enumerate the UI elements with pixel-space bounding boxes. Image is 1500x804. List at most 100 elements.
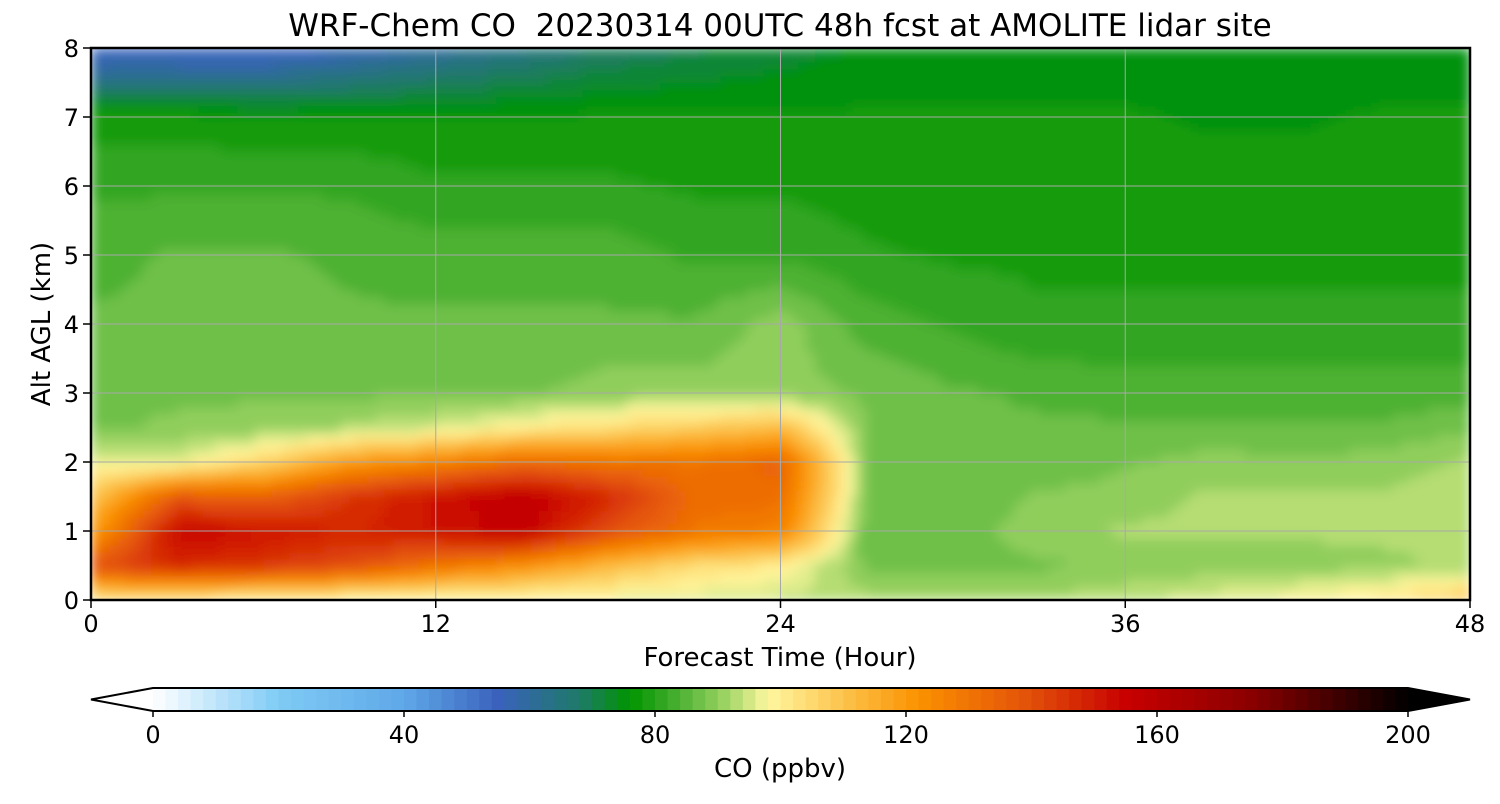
heatmap-cell (521, 531, 532, 539)
heatmap-cell (858, 482, 868, 491)
heatmap-cell (539, 593, 549, 600)
heatmap-cell (1366, 510, 1376, 518)
heatmap-cell (496, 489, 506, 498)
heatmap-cell (1340, 579, 1350, 587)
heatmap-cell (840, 482, 851, 491)
heatmap-cell (651, 406, 661, 415)
heatmap-cell (823, 572, 833, 580)
heatmap-cell (909, 558, 919, 567)
heatmap-cell (832, 482, 842, 491)
heatmap-cell (1340, 386, 1350, 394)
heatmap-cell (1056, 586, 1066, 594)
heatmap-cell (1340, 427, 1350, 435)
heatmap-cell (332, 496, 342, 504)
heatmap-cell (1004, 468, 1014, 477)
heatmap-cell (496, 517, 506, 525)
heatmap-cell (1392, 544, 1402, 553)
heatmap-cell (1073, 489, 1083, 498)
heatmap-cell (159, 393, 170, 401)
heatmap-cell (306, 434, 316, 442)
heatmap-cell (1297, 586, 1307, 594)
heatmap-cell (1271, 386, 1281, 394)
heatmap-cell (220, 434, 230, 442)
heatmap-cell (444, 427, 454, 435)
heatmap-cell (1133, 537, 1144, 546)
heatmap-cell (332, 455, 342, 463)
heatmap-cell (297, 544, 308, 553)
heatmap-cell (616, 413, 626, 422)
heatmap-cell (384, 455, 394, 463)
heatmap-cell (1047, 551, 1057, 560)
heatmap-cell (935, 489, 945, 498)
heatmap-cell (530, 593, 540, 600)
heatmap-cell (840, 586, 851, 594)
heatmap-cell (927, 579, 937, 587)
heatmap-cell (1444, 558, 1454, 567)
heatmap-cell (185, 537, 196, 546)
heatmap-cell (349, 475, 359, 484)
heatmap-cell (427, 558, 437, 567)
heatmap-cell (159, 565, 170, 573)
heatmap-cell (1030, 496, 1040, 504)
heatmap-cell (1185, 482, 1195, 491)
heatmap-cell (659, 489, 670, 498)
heatmap-cell (418, 544, 428, 553)
heatmap-cell (771, 565, 782, 573)
heatmap-cell (1228, 468, 1238, 477)
heatmap-cell (1297, 434, 1307, 442)
heatmap-cell (1254, 558, 1264, 567)
heatmap-cell (366, 524, 377, 532)
heatmap-cell (289, 427, 299, 435)
heatmap-cell (1263, 482, 1273, 491)
heatmap-cell (1366, 496, 1376, 504)
heatmap-cell (1220, 434, 1230, 442)
heatmap-cell (1073, 441, 1083, 449)
heatmap-cell (883, 462, 894, 470)
heatmap-cell (168, 427, 178, 435)
heatmap-cell (616, 420, 626, 429)
heatmap-cell (194, 593, 204, 600)
heatmap-cell (1366, 551, 1376, 560)
heatmap-cell (1323, 572, 1333, 580)
heatmap-cell (840, 593, 851, 600)
heatmap-cell (1047, 420, 1057, 429)
heatmap-cell (1340, 462, 1350, 470)
heatmap-cell (1108, 593, 1118, 600)
heatmap-cell (504, 572, 514, 580)
heatmap-cell (1013, 455, 1023, 463)
heatmap-cell (1263, 475, 1273, 484)
heatmap-cell (159, 524, 170, 532)
heatmap-cell (358, 406, 368, 415)
heatmap-cell (1039, 551, 1049, 560)
heatmap-cell (1340, 558, 1350, 567)
heatmap-cell (306, 482, 316, 491)
heatmap-cell (349, 531, 359, 539)
heatmap-cell (461, 551, 471, 560)
heatmap-cell (685, 510, 695, 518)
heatmap-cell (771, 496, 782, 504)
heatmap-cell (1073, 593, 1083, 600)
heatmap-cell (220, 455, 230, 463)
heatmap-cell (108, 427, 118, 435)
heatmap-cell (1340, 399, 1350, 408)
heatmap-cell (1340, 524, 1350, 532)
heatmap-cell (478, 468, 489, 477)
heatmap-cell (746, 386, 756, 394)
heatmap-cell (1039, 434, 1049, 442)
heatmap-cell (1039, 399, 1049, 408)
heatmap-cell (711, 441, 721, 449)
heatmap-cell (1090, 468, 1100, 477)
heatmap-cell (952, 413, 963, 422)
heatmap-cell (289, 586, 299, 594)
heatmap-cell (435, 434, 445, 442)
heatmap-cell (194, 489, 204, 498)
heatmap-cell (1168, 558, 1178, 567)
heatmap-cell (496, 406, 506, 415)
heatmap-cell (1297, 420, 1307, 429)
heatmap-cell (728, 544, 739, 553)
heatmap-cell (1142, 475, 1152, 484)
heatmap-cell (375, 406, 385, 415)
heatmap-cell (702, 386, 713, 394)
heatmap-cell (1030, 434, 1040, 442)
heatmap-cell (91, 565, 101, 573)
